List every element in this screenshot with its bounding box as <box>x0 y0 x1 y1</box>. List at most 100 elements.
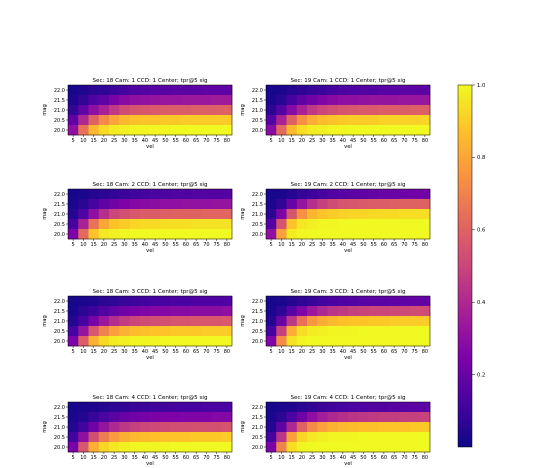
heatmap-cell <box>348 412 359 423</box>
x-tick-label: 5 <box>72 455 75 461</box>
heatmap-cell <box>211 316 223 327</box>
heatmap-cell <box>98 442 110 453</box>
y-tick-label: 20.5 <box>252 222 263 228</box>
x-tick-label: 20 <box>299 349 305 355</box>
x-tick-label: 60 <box>183 138 189 144</box>
heatmap-cell <box>180 432 192 443</box>
x-tick-label: 75 <box>411 138 417 144</box>
heatmap-cell <box>160 95 171 106</box>
heatmap-cell <box>211 326 223 337</box>
heatmap-cell <box>348 95 359 106</box>
heatmap-cell <box>180 95 192 106</box>
heatmap-cell <box>160 442 171 453</box>
heatmap-cell <box>378 125 390 136</box>
heatmap-cell <box>129 316 141 327</box>
y-tick-label: 20.5 <box>54 329 65 335</box>
heatmap-cell <box>266 219 277 230</box>
heatmap-cell <box>98 229 110 240</box>
heatmap-cell <box>419 442 431 453</box>
heatmap-cell <box>68 125 79 136</box>
heatmap-cell <box>201 412 212 423</box>
heatmap-cell <box>109 95 120 106</box>
heatmap-cell <box>88 442 100 453</box>
x-axis-label: vel <box>344 144 352 150</box>
heatmap-cell <box>348 316 359 327</box>
heatmap-cell <box>180 209 192 220</box>
heatmap-cell <box>399 432 410 443</box>
heatmap-cell <box>337 95 349 106</box>
heatmap-cell <box>211 402 223 413</box>
heatmap-cell <box>211 229 223 240</box>
heatmap-cell <box>327 189 339 200</box>
heatmap-cell <box>201 442 212 453</box>
y-tick-label: 21.5 <box>54 202 65 208</box>
panel-title: Sec: 18 Cam: 4 CCD: 1 Center; tpr@5 sig <box>92 395 207 401</box>
heatmap-cell <box>317 316 328 327</box>
heatmap-cell <box>170 326 182 337</box>
heatmap-cell <box>109 412 120 423</box>
heatmap-cell <box>139 229 151 240</box>
x-tick-label: 15 <box>90 349 96 355</box>
x-axis-label: vel <box>344 355 352 361</box>
heatmap-cell <box>348 85 359 96</box>
heatmap-cell <box>109 432 120 443</box>
heatmap-cell <box>296 412 308 423</box>
x-tick-label: 25 <box>111 242 117 248</box>
x-tick-label: 60 <box>381 349 387 355</box>
heatmap-cell <box>160 105 171 116</box>
x-tick-label: 70 <box>401 242 407 248</box>
heatmap-cell <box>276 85 287 96</box>
heatmap-cell <box>276 412 287 423</box>
heatmap-panel-6: Sec: 19 Cam: 3 CCD: 1 Center; tpr@5 sig 5… <box>240 289 431 361</box>
heatmap-cell <box>276 402 287 413</box>
heatmap-cell <box>399 306 410 317</box>
heatmap-cell <box>160 115 171 126</box>
heatmap-cell <box>409 229 421 240</box>
heatmap-cell <box>201 219 212 230</box>
heatmap-cell <box>276 296 287 307</box>
heatmap-cell <box>109 402 120 413</box>
heatmap-cell <box>201 402 212 413</box>
heatmap-cell <box>358 402 369 413</box>
y-axis-label: mag <box>42 315 48 327</box>
x-tick-label: 65 <box>193 349 199 355</box>
heatmap-cell <box>307 306 318 317</box>
x-tick-label: 45 <box>350 242 356 248</box>
heatmap-cell <box>180 189 192 200</box>
heatmap-cell <box>139 296 151 307</box>
heatmap-cell <box>276 199 287 210</box>
heatmap-cell <box>378 296 390 307</box>
heatmap-cell <box>358 219 369 230</box>
x-tick-label: 55 <box>370 349 376 355</box>
heatmap-cell <box>276 219 287 230</box>
y-tick-label: 21.5 <box>252 98 263 104</box>
heatmap-cell <box>368 336 380 347</box>
heatmap-cell <box>129 219 141 230</box>
heatmap-cell <box>409 199 421 210</box>
y-tick-label: 21.5 <box>252 309 263 315</box>
x-tick-label: 60 <box>381 138 387 144</box>
colorbar-tick-label: 1.0 <box>477 83 485 89</box>
heatmap-cell <box>368 125 380 136</box>
heatmap-cell <box>201 326 212 337</box>
heatmap-cell <box>170 199 182 210</box>
x-tick-label: 10 <box>278 242 284 248</box>
heatmap-cell <box>221 326 233 337</box>
heatmap-cell <box>180 326 192 337</box>
heatmap-cell <box>221 336 233 347</box>
heatmap-cell <box>221 229 233 240</box>
heatmap-cell <box>98 326 110 337</box>
x-tick-label: 50 <box>162 138 168 144</box>
heatmap-cell <box>129 95 141 106</box>
x-tick-label: 5 <box>270 349 273 355</box>
heatmap-cell <box>419 115 431 126</box>
heatmap-cell <box>317 229 328 240</box>
heatmap-cell <box>119 432 130 443</box>
heatmap-cell <box>150 219 161 230</box>
heatmap-cell <box>337 125 349 136</box>
x-tick-label: 75 <box>213 349 219 355</box>
x-tick-label: 40 <box>340 349 346 355</box>
heatmap-cell <box>139 115 151 126</box>
heatmap-cell <box>78 422 89 433</box>
heatmap-cell <box>266 412 277 423</box>
